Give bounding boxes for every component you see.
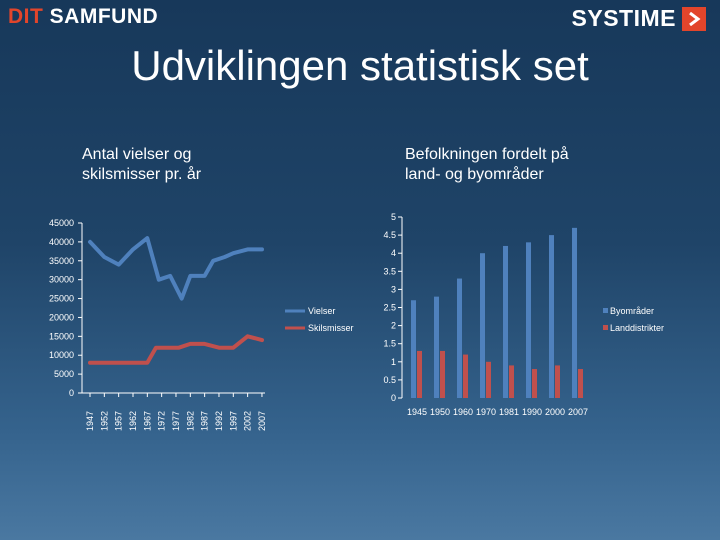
dit-samfund-logo: DIT SAMFUND: [8, 5, 158, 29]
y-tick-label: 1: [391, 357, 396, 367]
systime-logo-text: SYSTIME: [571, 5, 676, 31]
logo-text: SAMFUND: [43, 5, 159, 28]
x-tick-label: 1967: [142, 411, 152, 431]
bar-byområder-1990: [526, 242, 531, 398]
bar-byområder-2007: [572, 227, 577, 398]
x-tick-label: 1992: [214, 411, 224, 431]
logo-accent: DIT: [8, 5, 44, 28]
population-bar-chart: 0 0.5 1 1.5 2 2.5 3 3.5 4 4.5 5 1945 1950 1960 1970 198…: [383, 212, 664, 417]
x-tick-label: 1950: [430, 407, 450, 417]
series-line-vielser: [88, 236, 264, 301]
legend-swatch: [603, 325, 608, 330]
series-line-skilsmisser: [88, 334, 264, 365]
y-tick-label: 5: [391, 212, 396, 222]
x-tick-label: 1977: [171, 411, 181, 431]
y-tick-label: 45000: [49, 218, 74, 228]
x-tick-label: 1987: [200, 411, 210, 431]
y-tick-label: 3.5: [383, 266, 396, 276]
bar-landdistrikter-1981: [509, 365, 514, 398]
x-tick-label: 1957: [114, 411, 124, 431]
y-tick-label: 35000: [49, 256, 74, 266]
y-tick-label: 15000: [49, 331, 74, 341]
y-tick-label: 0: [69, 388, 74, 398]
y-tick-label: 2: [391, 321, 396, 331]
y-tick-label: 4: [391, 248, 396, 258]
chart1-title: Antal vielser og skilsmisser pr. år: [82, 146, 202, 183]
bar-byområder-1950: [434, 296, 439, 398]
x-tick-label: 2002: [243, 411, 253, 431]
x-tick-label: 1981: [499, 407, 519, 417]
bar-byområder-1981: [503, 245, 508, 398]
bar-landdistrikter-2000: [555, 365, 560, 398]
x-tick-label: 1990: [522, 407, 542, 417]
legend-swatch: [603, 308, 608, 313]
bar-landdistrikter-1960: [463, 354, 468, 398]
bar-byområder-1970: [480, 253, 485, 398]
systime-logo: SYSTIME: [572, 5, 706, 32]
x-tick-label: 1972: [157, 411, 167, 431]
y-tick-label: 4.5: [383, 230, 396, 240]
legend-label: Byområder: [610, 306, 654, 316]
bar-byområder-1960: [457, 278, 462, 398]
bar-landdistrikter-1970: [486, 361, 491, 398]
y-tick-label: 5000: [54, 369, 74, 379]
y-tick-label: 0.5: [383, 375, 396, 385]
x-tick-label: 1997: [228, 411, 238, 431]
x-tick-label: 2007: [257, 411, 267, 431]
x-tick-label: 1947: [85, 411, 95, 431]
x-tick-label: 1960: [453, 407, 473, 417]
x-tick-label: 1952: [99, 411, 109, 431]
marriages-divorces-line-chart: 0 5000 10000 15000 20000 25000 30000 35000 40000…: [49, 218, 354, 431]
y-tick-label: 30000: [49, 275, 74, 285]
y-tick-label: 0: [391, 393, 396, 403]
legend-label: Skilsmisser: [308, 323, 354, 333]
y-tick-label: 3: [391, 284, 396, 294]
bar-landdistrikter-1945: [417, 350, 422, 398]
chart2-title: Befolkningen fordelt på land- og byområd…: [405, 146, 569, 183]
chevron-right-icon: [682, 6, 706, 31]
x-tick-label: 1945: [407, 407, 427, 417]
bar-byområder-1945: [411, 300, 416, 398]
y-tick-label: 20000: [49, 312, 74, 322]
bar-landdistrikter-1990: [532, 369, 537, 398]
y-tick-label: 2.5: [383, 303, 396, 313]
y-tick-label: 25000: [49, 294, 74, 304]
bar-landdistrikter-2007: [578, 369, 583, 398]
legend-label: Landdistrikter: [610, 323, 664, 333]
y-tick-label: 40000: [49, 237, 74, 247]
y-tick-label: 10000: [49, 350, 74, 360]
x-tick-label: 1982: [185, 411, 195, 431]
bar-byområder-2000: [549, 235, 554, 398]
x-tick-label: 2007: [568, 407, 588, 417]
y-tick-label: 1.5: [383, 339, 396, 349]
bar-landdistrikter-1950: [440, 350, 445, 398]
slide-title: Udviklingen statistisk set: [131, 42, 589, 89]
x-tick-label: 1970: [476, 407, 496, 417]
legend-label: Vielser: [308, 306, 335, 316]
x-tick-label: 1962: [128, 411, 138, 431]
x-tick-label: 2000: [545, 407, 565, 417]
